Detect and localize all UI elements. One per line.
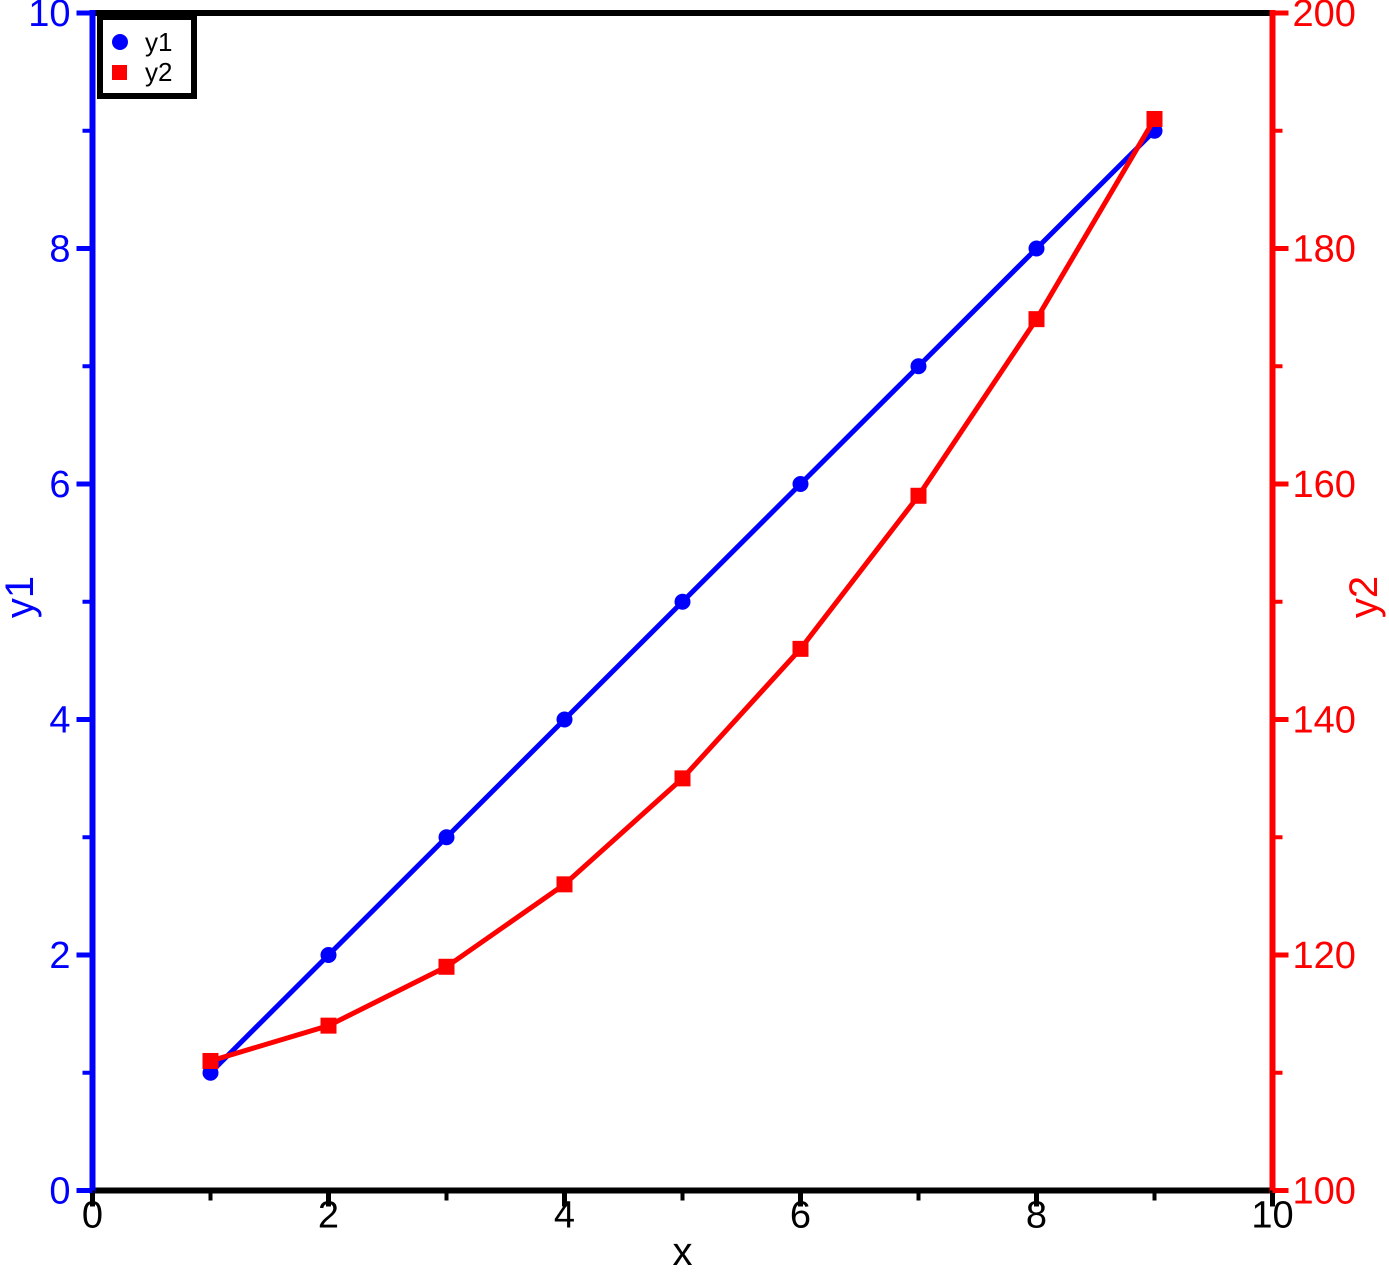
right-tick-label: 140 bbox=[1293, 700, 1356, 742]
y2-data-point bbox=[1028, 311, 1045, 328]
y2-data-point bbox=[910, 487, 927, 504]
y2-data-point bbox=[438, 958, 455, 975]
y2-data-point bbox=[202, 1052, 219, 1069]
legend-item-y2: y2 bbox=[112, 57, 191, 87]
right-axis-title: y2 bbox=[1342, 575, 1386, 619]
y2-data-point bbox=[792, 640, 809, 657]
y1-data-point bbox=[438, 829, 455, 846]
legend-item-y1: y1 bbox=[112, 27, 191, 57]
right-tick-label: 180 bbox=[1293, 229, 1356, 271]
left-tick-label: 0 bbox=[49, 1171, 70, 1213]
left-tick-label: 4 bbox=[49, 700, 70, 742]
x-tick-label: 0 bbox=[82, 1195, 103, 1237]
right-tick-label: 120 bbox=[1293, 935, 1356, 977]
y2-data-point bbox=[320, 1017, 337, 1034]
right-tick-label: 200 bbox=[1293, 0, 1356, 35]
y2-data-point bbox=[556, 876, 573, 893]
y1-data-point bbox=[910, 358, 927, 375]
x-axis-title: x bbox=[672, 1230, 693, 1273]
legend-label-y2: y2 bbox=[145, 57, 173, 87]
x-tick-label: 2 bbox=[318, 1195, 339, 1237]
left-tick-label: 6 bbox=[49, 464, 70, 506]
y1-data-point bbox=[320, 947, 337, 963]
x-tick-label: 10 bbox=[1251, 1195, 1293, 1237]
legend: y1 y2 bbox=[97, 14, 197, 99]
y1-data-point bbox=[674, 593, 691, 610]
y2-data-point bbox=[674, 770, 691, 787]
y2-square-marker-icon bbox=[112, 64, 127, 80]
y2-data-point bbox=[1146, 110, 1163, 127]
x-tick-label: 8 bbox=[1026, 1195, 1047, 1237]
x-tick-label: 6 bbox=[790, 1195, 811, 1237]
left-axis-title: y1 bbox=[0, 575, 42, 619]
y1-data-point bbox=[556, 711, 573, 728]
y1-data-point bbox=[1028, 240, 1045, 257]
x-tick-label: 4 bbox=[554, 1195, 575, 1237]
left-tick-label: 2 bbox=[49, 935, 70, 977]
y1-circle-marker-icon bbox=[112, 34, 128, 50]
y1-data-point bbox=[792, 476, 809, 492]
left-tick-label: 10 bbox=[28, 0, 70, 35]
left-tick-label: 8 bbox=[49, 229, 70, 271]
right-tick-label: 160 bbox=[1293, 464, 1356, 506]
right-tick-label: 100 bbox=[1293, 1171, 1356, 1213]
legend-label-y1: y1 bbox=[145, 27, 173, 57]
y2-series-line bbox=[209, 117, 1157, 1064]
